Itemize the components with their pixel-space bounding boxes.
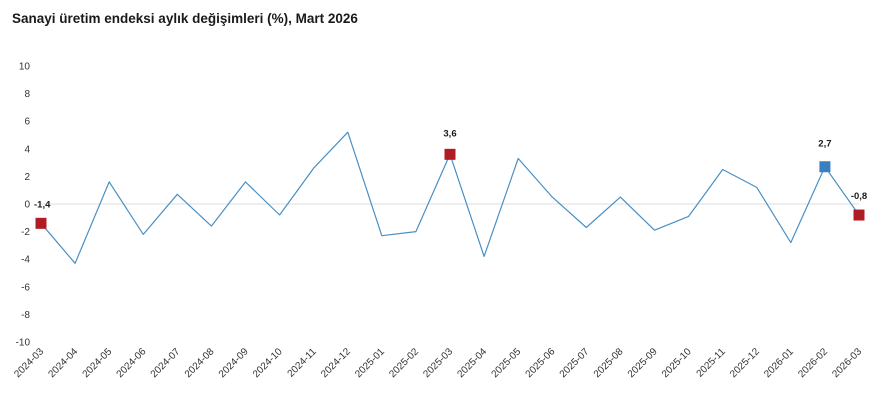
x-tick-label: 2025-07 [558, 346, 592, 380]
data-label: -1,4 [34, 199, 51, 210]
highlight-marker [819, 161, 831, 173]
x-tick-label: 2024-04 [46, 346, 80, 380]
x-tick-label: 2024-09 [217, 346, 251, 380]
y-tick-label: -8 [21, 310, 30, 321]
x-tick-label: 2024-05 [81, 346, 115, 380]
x-tick-label: 2026-02 [796, 346, 830, 380]
y-tick-label: 0 [24, 200, 30, 211]
highlight-marker [853, 209, 865, 221]
x-tick-label: 2024-06 [115, 346, 149, 380]
x-tick-label: 2025-06 [524, 346, 558, 380]
data-label: 2,7 [818, 139, 831, 150]
x-tick-label: 2025-04 [455, 346, 489, 380]
highlight-marker [444, 148, 456, 160]
x-tick-label: 2025-05 [490, 346, 524, 380]
chart-title: Sanayi üretim endeksi aylık değişimleri … [12, 11, 358, 26]
x-tick-label: 2025-03 [421, 346, 455, 380]
y-tick-label: -10 [16, 338, 31, 349]
x-tick-label: 2025-09 [626, 346, 660, 380]
x-tick-label: 2025-12 [728, 346, 762, 380]
y-tick-label: 6 [24, 117, 30, 128]
highlight-markers: -1,4 3,6 2,7 -0,8 [34, 128, 867, 229]
data-label: -0,8 [851, 191, 867, 202]
y-tick-label: 2 [24, 172, 30, 183]
x-tick-label: 2024-11 [286, 346, 320, 380]
y-tick-label: -6 [21, 282, 30, 293]
x-tick-label: 2025-01 [353, 346, 387, 380]
x-tick-label: 2025-11 [695, 346, 729, 380]
x-tick-label: 2026-03 [830, 346, 864, 380]
highlight-marker [35, 217, 47, 229]
x-axis: 2024-03 2024-04 2024-05 2024-06 2024-07 2024-… [12, 346, 864, 380]
y-axis: 10 8 6 4 2 0 -2 -4 -6 -8 -10 [16, 62, 31, 349]
x-tick-label: 2024-08 [183, 346, 217, 380]
y-tick-label: 8 [24, 89, 30, 100]
x-tick-label: 2025-08 [592, 346, 626, 380]
x-tick-label: 2026-01 [762, 346, 796, 380]
x-tick-label: 2025-10 [660, 346, 694, 380]
y-tick-label: -2 [21, 227, 30, 238]
x-tick-label: 2024-03 [12, 346, 46, 380]
x-tick-label: 2024-10 [251, 346, 285, 380]
x-tick-label: 2025-02 [387, 346, 421, 380]
y-tick-label: 10 [19, 62, 31, 73]
y-tick-label: 4 [24, 144, 30, 155]
data-label: 3,6 [443, 128, 456, 139]
x-tick-label: 2024-07 [149, 346, 183, 380]
y-tick-label: -4 [21, 255, 30, 266]
x-tick-label: 2024-12 [319, 346, 353, 380]
